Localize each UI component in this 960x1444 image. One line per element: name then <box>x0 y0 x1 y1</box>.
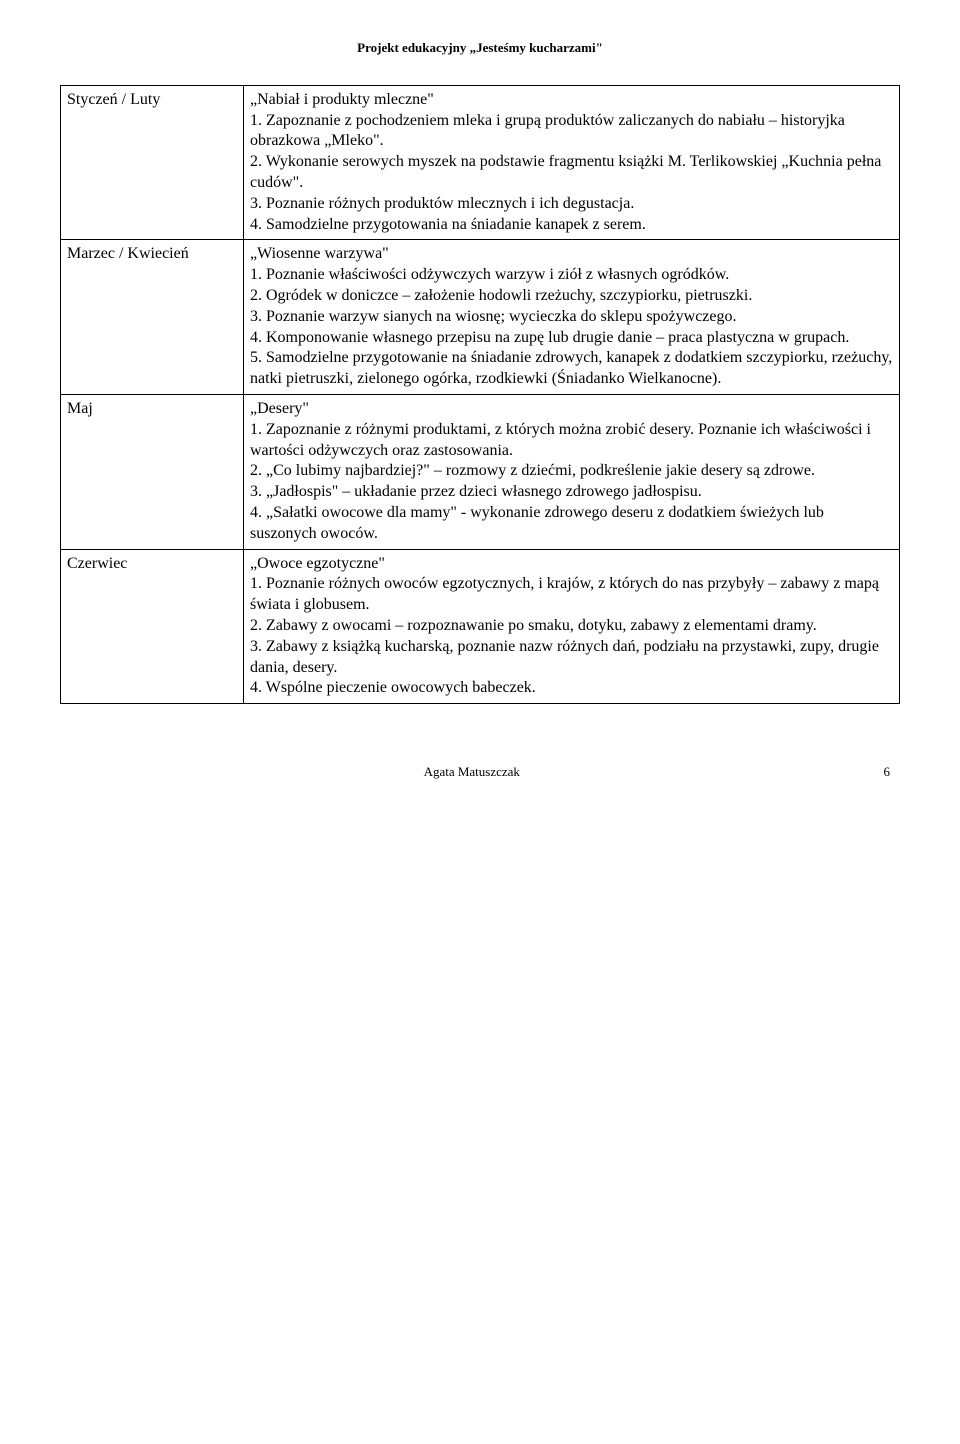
footer-page-number: 6 <box>884 764 891 781</box>
page-header-title: Projekt edukacyjny „Jesteśmy kucharzami" <box>60 40 900 57</box>
page-footer: Agata Matuszczak 6 <box>60 764 900 781</box>
list-item: 4. Wspólne pieczenie owocowych babeczek. <box>250 678 893 699</box>
topic-title: „Owoce egzotyczne" <box>250 554 893 575</box>
list-item: 1. Poznanie właściwości odżywczych warzy… <box>250 265 893 286</box>
list-item: 2. „Co lubimy najbardziej?" – rozmowy z … <box>250 461 893 482</box>
list-item: 2. Wykonanie serowych myszek na podstawi… <box>250 152 893 194</box>
schedule-table: Styczeń / Luty „Nabiał i produkty mleczn… <box>60 85 900 704</box>
topic-title: „Wiosenne warzywa" <box>250 244 893 265</box>
list-item: 4. Samodzielne przygotowania na śniadani… <box>250 215 893 236</box>
content-cell: „Owoce egzotyczne" 1. Poznanie różnych o… <box>244 549 900 704</box>
list-item: 3. Poznanie różnych produktów mlecznych … <box>250 194 893 215</box>
footer-author: Agata Matuszczak <box>424 764 520 779</box>
list-item: 4. „Sałatki owocowe dla mamy" - wykonani… <box>250 503 893 545</box>
list-item: 2. Ogródek w doniczce – założenie hodowl… <box>250 286 893 307</box>
content-cell: „Nabiał i produkty mleczne" 1. Zapoznani… <box>244 85 900 240</box>
list-item: 5. Samodzielne przygotowanie na śniadani… <box>250 348 893 390</box>
table-row: Styczeń / Luty „Nabiał i produkty mleczn… <box>61 85 900 240</box>
table-row: Czerwiec „Owoce egzotyczne" 1. Poznanie … <box>61 549 900 704</box>
period-cell: Maj <box>61 395 244 550</box>
period-cell: Styczeń / Luty <box>61 85 244 240</box>
period-cell: Marzec / Kwiecień <box>61 240 244 395</box>
list-item: 3. „Jadłospis" – układanie przez dzieci … <box>250 482 893 503</box>
period-cell: Czerwiec <box>61 549 244 704</box>
list-item: 1. Poznanie różnych owoców egzotycznych,… <box>250 574 893 616</box>
list-item: 1. Zapoznanie z różnymi produktami, z kt… <box>250 420 893 462</box>
period-label: Czerwiec <box>67 555 127 572</box>
table-row: Maj „Desery" 1. Zapoznanie z różnymi pro… <box>61 395 900 550</box>
list-item: 3. Poznanie warzyw sianych na wiosnę; wy… <box>250 307 893 328</box>
period-label: Maj <box>67 400 93 417</box>
list-item: 4. Komponowanie własnego przepisu na zup… <box>250 328 893 349</box>
period-label: Marzec / Kwiecień <box>67 245 189 262</box>
list-item: 2. Zabawy z owocami – rozpoznawanie po s… <box>250 616 893 637</box>
table-row: Marzec / Kwiecień „Wiosenne warzywa" 1. … <box>61 240 900 395</box>
topic-title: „Desery" <box>250 399 893 420</box>
content-cell: „Desery" 1. Zapoznanie z różnymi produkt… <box>244 395 900 550</box>
topic-title: „Nabiał i produkty mleczne" <box>250 90 893 111</box>
list-item: 1. Zapoznanie z pochodzeniem mleka i gru… <box>250 111 893 153</box>
content-cell: „Wiosenne warzywa" 1. Poznanie właściwoś… <box>244 240 900 395</box>
list-item: 3. Zabawy z książką kucharską, poznanie … <box>250 637 893 679</box>
period-label: Styczeń / Luty <box>67 91 160 108</box>
